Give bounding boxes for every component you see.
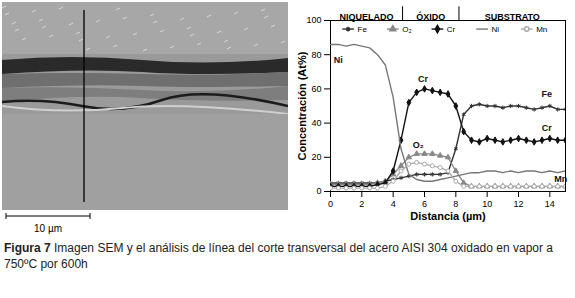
svg-text:0: 0 bbox=[316, 186, 321, 196]
svg-text:40: 40 bbox=[311, 118, 321, 128]
svg-text:10 µm: 10 µm bbox=[34, 223, 62, 234]
html-text:Figura 7 Imagen SEM y el análi: Figura 7 Imagen SEM y el análisis de lín… bbox=[4, 241, 553, 271]
svg-text:Cr: Cr bbox=[418, 74, 428, 84]
svg-text:4: 4 bbox=[391, 199, 396, 209]
svg-text:60: 60 bbox=[311, 84, 321, 94]
svg-text:Fe: Fe bbox=[358, 25, 368, 34]
svg-text:Ni: Ni bbox=[334, 55, 343, 65]
svg-text:Mn: Mn bbox=[536, 25, 547, 34]
svg-text:100: 100 bbox=[306, 15, 321, 25]
svg-text:12: 12 bbox=[513, 199, 523, 209]
svg-text:20: 20 bbox=[311, 152, 321, 162]
svg-text:O₂: O₂ bbox=[402, 25, 411, 34]
svg-text:Cr: Cr bbox=[447, 25, 456, 34]
svg-text:Ni: Ni bbox=[491, 25, 499, 34]
svg-text:Distancia (µm): Distancia (µm) bbox=[410, 210, 486, 222]
svg-text:0: 0 bbox=[328, 199, 333, 209]
svg-text:10: 10 bbox=[482, 199, 492, 209]
svg-text:2: 2 bbox=[359, 199, 364, 209]
svg-text:Concentración (At%): Concentración (At%) bbox=[296, 51, 308, 160]
svg-text:14: 14 bbox=[545, 199, 555, 209]
svg-text:O₂: O₂ bbox=[413, 140, 424, 150]
svg-text:Mn: Mn bbox=[554, 174, 567, 184]
svg-text:Cr: Cr bbox=[542, 123, 552, 133]
svg-text:SUBSTRATO: SUBSTRATO bbox=[485, 12, 540, 22]
svg-text:8: 8 bbox=[453, 199, 458, 209]
svg-text:NIQUELADO: NIQUELADO bbox=[340, 12, 394, 22]
svg-text:Fe: Fe bbox=[541, 89, 552, 99]
svg-text:ÓXIDO: ÓXIDO bbox=[416, 11, 445, 22]
svg-text:6: 6 bbox=[422, 199, 427, 209]
svg-text:80: 80 bbox=[311, 50, 321, 60]
